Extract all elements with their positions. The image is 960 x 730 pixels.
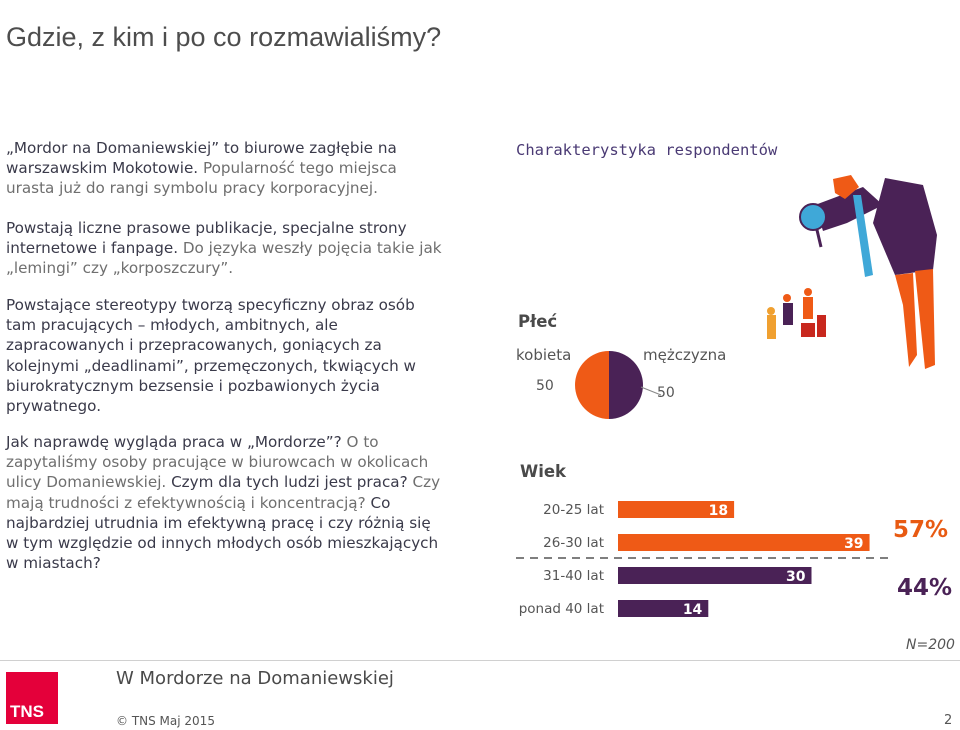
pie-slice-male: [609, 351, 643, 419]
age-bar: [618, 501, 735, 518]
respondents-title: Charakterystyka respondentów: [516, 141, 778, 159]
age-bar-value: 14: [683, 602, 703, 618]
age-title: Wiek: [520, 462, 567, 481]
male-label: mężczyzna: [643, 346, 727, 364]
paragraph-segment: Czym dla tych ludzi jest praca?: [171, 473, 413, 492]
paragraph-segment: Popularność tego miejsca urasta już do r…: [6, 159, 397, 198]
age-bar-chart: 20-25 lat 18 26-30 lat 39 31-40 lat 30 ponad 4…: [516, 501, 890, 618]
copyright: © TNS Maj 2015: [116, 714, 215, 728]
paragraph-segment: Do języka weszły pojęcia takie jak „lemi…: [6, 239, 442, 278]
figure-body-shape: [873, 178, 937, 275]
pie-slice-female: [575, 351, 609, 419]
page-title: Gdzie, z kim i po co rozmawialiśmy?: [6, 22, 442, 52]
paragraph-segment: „Mordor na Domaniewskiej” to biurowe zag…: [6, 139, 397, 178]
magnifier-handle-shape: [815, 229, 823, 248]
page-number: 2: [944, 713, 953, 728]
age-bar: [618, 534, 870, 551]
sample-size: N=200: [906, 637, 955, 653]
figure-leg-shape: [915, 269, 935, 369]
female-value: 50: [536, 378, 554, 394]
age-category-label: 20-25 lat: [543, 502, 604, 518]
footer-title: W Mordorze na Domaniewskiej: [116, 668, 394, 689]
figure-head-shape: [833, 175, 859, 199]
gender-title: Płeć: [518, 312, 558, 331]
male-value: 50: [657, 385, 675, 401]
age-category-label: 26-30 lat: [543, 535, 604, 551]
age-bar: [618, 567, 812, 584]
intro-paragraph-3: Powstające stereotypy tworzą specyficzny…: [6, 295, 446, 416]
male-leader-line: [640, 386, 662, 396]
age-bar: [618, 600, 709, 617]
figure-tie-shape: [853, 195, 873, 277]
office-workers-illustration: [767, 288, 826, 339]
pct-young-total: 57%: [893, 517, 949, 543]
age-category-label: ponad 40 lat: [519, 601, 604, 617]
figure-leg-shape: [895, 273, 917, 367]
paragraph-segment: Co najbardziej utrudnia im efektywną pra…: [6, 493, 439, 573]
paragraph-segment: Powstają liczne prasowe publikacje, spec…: [6, 219, 407, 258]
paragraph-segment: Jak naprawdę wygląda praca w „Mordorze”?: [6, 433, 347, 451]
female-label: kobieta: [516, 346, 572, 364]
tns-logo-text: TNS: [10, 702, 44, 721]
paragraph-segment: Powstające stereotypy tworzą specyficzny…: [6, 296, 416, 416]
pct-old-total: 44%: [897, 575, 953, 601]
age-category-label: 31-40 lat: [543, 568, 604, 584]
tns-logo: TNS: [6, 672, 58, 724]
intro-paragraph-2: Powstają liczne prasowe publikacje, spec…: [6, 218, 446, 279]
gender-pie-chart: [575, 351, 662, 419]
age-bar-value: 30: [786, 569, 806, 585]
intro-paragraph-4: Jak naprawdę wygląda praca w „Mordorze”?…: [6, 432, 446, 573]
age-bar-value: 39: [844, 536, 863, 552]
intro-paragraph-1: „Mordor na Domaniewskiej” to biurowe zag…: [6, 138, 446, 199]
age-bar-value: 18: [709, 503, 728, 519]
paragraph-segment: O to zapytaliśmy osoby pracujące w biuro…: [6, 433, 429, 492]
magnifier-figure-illustration: [767, 175, 937, 369]
paragraph-segment: Czy mają trudności z efektywnością i kon…: [6, 473, 441, 512]
figure-arm-shape: [815, 187, 883, 231]
footer-divider: [0, 660, 960, 661]
magnifier-icon: [799, 203, 827, 231]
